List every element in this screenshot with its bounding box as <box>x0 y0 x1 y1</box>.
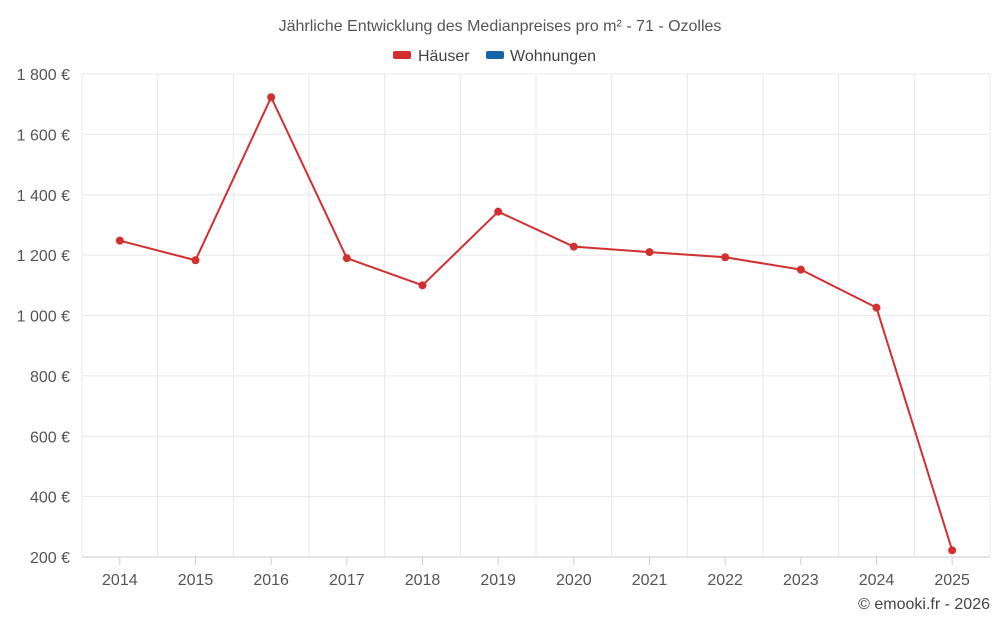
data-point[interactable] <box>645 248 654 257</box>
data-point[interactable] <box>115 236 124 245</box>
data-point[interactable] <box>267 93 276 102</box>
y-tick-label: 1 800 € <box>17 67 70 84</box>
legend-swatch-wohnungen <box>486 51 504 59</box>
x-tick-label: 2021 <box>632 572 668 589</box>
x-tick-label: 2023 <box>783 572 819 589</box>
grid <box>81 73 991 557</box>
chart-title: Jährliche Entwicklung des Medianpreises … <box>279 18 722 35</box>
y-tick-label: 800 € <box>30 369 70 386</box>
data-point[interactable] <box>721 253 730 262</box>
legend-label-haeuser: Häuser <box>418 48 470 65</box>
legend: Häuser Wohnungen <box>393 48 596 65</box>
x-tick-label: 2020 <box>556 572 592 589</box>
series-haeuser <box>115 93 957 555</box>
x-tick-label: 2017 <box>329 572 365 589</box>
data-point[interactable] <box>872 303 881 312</box>
y-tick-label: 400 € <box>30 490 70 507</box>
x-tick-label: 2024 <box>859 572 895 589</box>
x-tick-label: 2022 <box>707 572 743 589</box>
y-tick-label: 600 € <box>30 429 70 446</box>
y-tick-label: 1 200 € <box>17 248 70 265</box>
legend-swatch-haeuser <box>393 51 411 59</box>
legend-item-wohnungen[interactable]: Wohnungen <box>486 48 596 65</box>
data-point[interactable] <box>796 265 805 274</box>
data-point[interactable] <box>948 546 957 555</box>
credit-text: © emooki.fr - 2026 <box>858 596 990 613</box>
data-point[interactable] <box>191 256 200 265</box>
data-point[interactable] <box>342 254 351 263</box>
legend-label-wohnungen: Wohnungen <box>510 48 596 65</box>
x-tick-label: 2015 <box>178 572 214 589</box>
data-point[interactable] <box>569 242 578 251</box>
legend-item-haeuser[interactable]: Häuser <box>393 48 470 65</box>
x-tick-label: 2019 <box>480 572 516 589</box>
series-line <box>119 96 954 551</box>
x-tick-label: 2018 <box>405 572 441 589</box>
data-point[interactable] <box>418 281 427 290</box>
y-tick-label: 1 000 € <box>17 309 70 326</box>
axes: 200 € 400 € 600 € 800 € 1 000 € 1 200 € 1 400 … <box>17 67 990 589</box>
y-tick-label: 1 400 € <box>17 188 70 205</box>
data-point[interactable] <box>494 207 503 216</box>
x-tick-label: 2025 <box>934 572 970 589</box>
x-tick-label: 2016 <box>253 572 289 589</box>
x-tick-label: 2014 <box>102 572 138 589</box>
y-tick-label: 1 600 € <box>17 127 70 144</box>
y-tick-label: 200 € <box>30 550 70 567</box>
